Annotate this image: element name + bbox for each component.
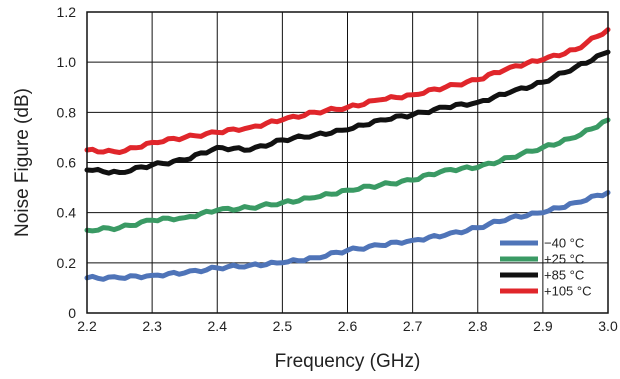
series-lines	[84, 27, 611, 282]
y-tick-label: 0.8	[57, 104, 77, 120]
plot-frame	[86, 11, 609, 314]
y-axis-title: Noise Figure (dB)	[12, 88, 33, 237]
y-tick-label: 1.0	[57, 54, 77, 70]
x-tick-label: 2.6	[338, 318, 358, 334]
legend-label: +85 °C	[544, 268, 584, 283]
x-tick-label: 2.3	[142, 318, 162, 334]
series-line-1	[84, 117, 611, 234]
x-tick-label: 2.5	[273, 318, 293, 334]
y-tick-label: 0	[68, 305, 76, 321]
x-tick-label: 2.8	[468, 318, 488, 334]
grid	[87, 12, 608, 313]
x-tick-label: 2.9	[533, 318, 553, 334]
legend-label: +25 °C	[544, 252, 584, 267]
y-tick-label: 0.6	[57, 155, 77, 171]
series-line-2	[84, 49, 611, 176]
x-tick-label: 2.7	[403, 318, 423, 334]
y-tick-label: 0.4	[57, 205, 77, 221]
legend-label: −40 °C	[544, 236, 584, 251]
y-tick-label: 0.2	[57, 255, 77, 271]
series-line-3	[84, 27, 611, 155]
x-tick-label: 2.4	[208, 318, 228, 334]
series-line-0	[84, 190, 611, 282]
x-tick-label: 3.0	[598, 318, 618, 334]
legend: −40 °C+25 °C+85 °C+105 °C	[500, 236, 591, 299]
y-tick-label: 1.2	[57, 4, 77, 20]
legend-label: +105 °C	[544, 284, 591, 299]
x-tick-label: 2.2	[77, 318, 97, 334]
x-axis-title: Frequency (GHz)	[275, 351, 421, 372]
tick-labels: 2.2 2.3 2.4 2.5 2.6 2.7 2.8 2.9 3.0 0 0.2 0.4 0.6 0.8…	[57, 4, 618, 334]
